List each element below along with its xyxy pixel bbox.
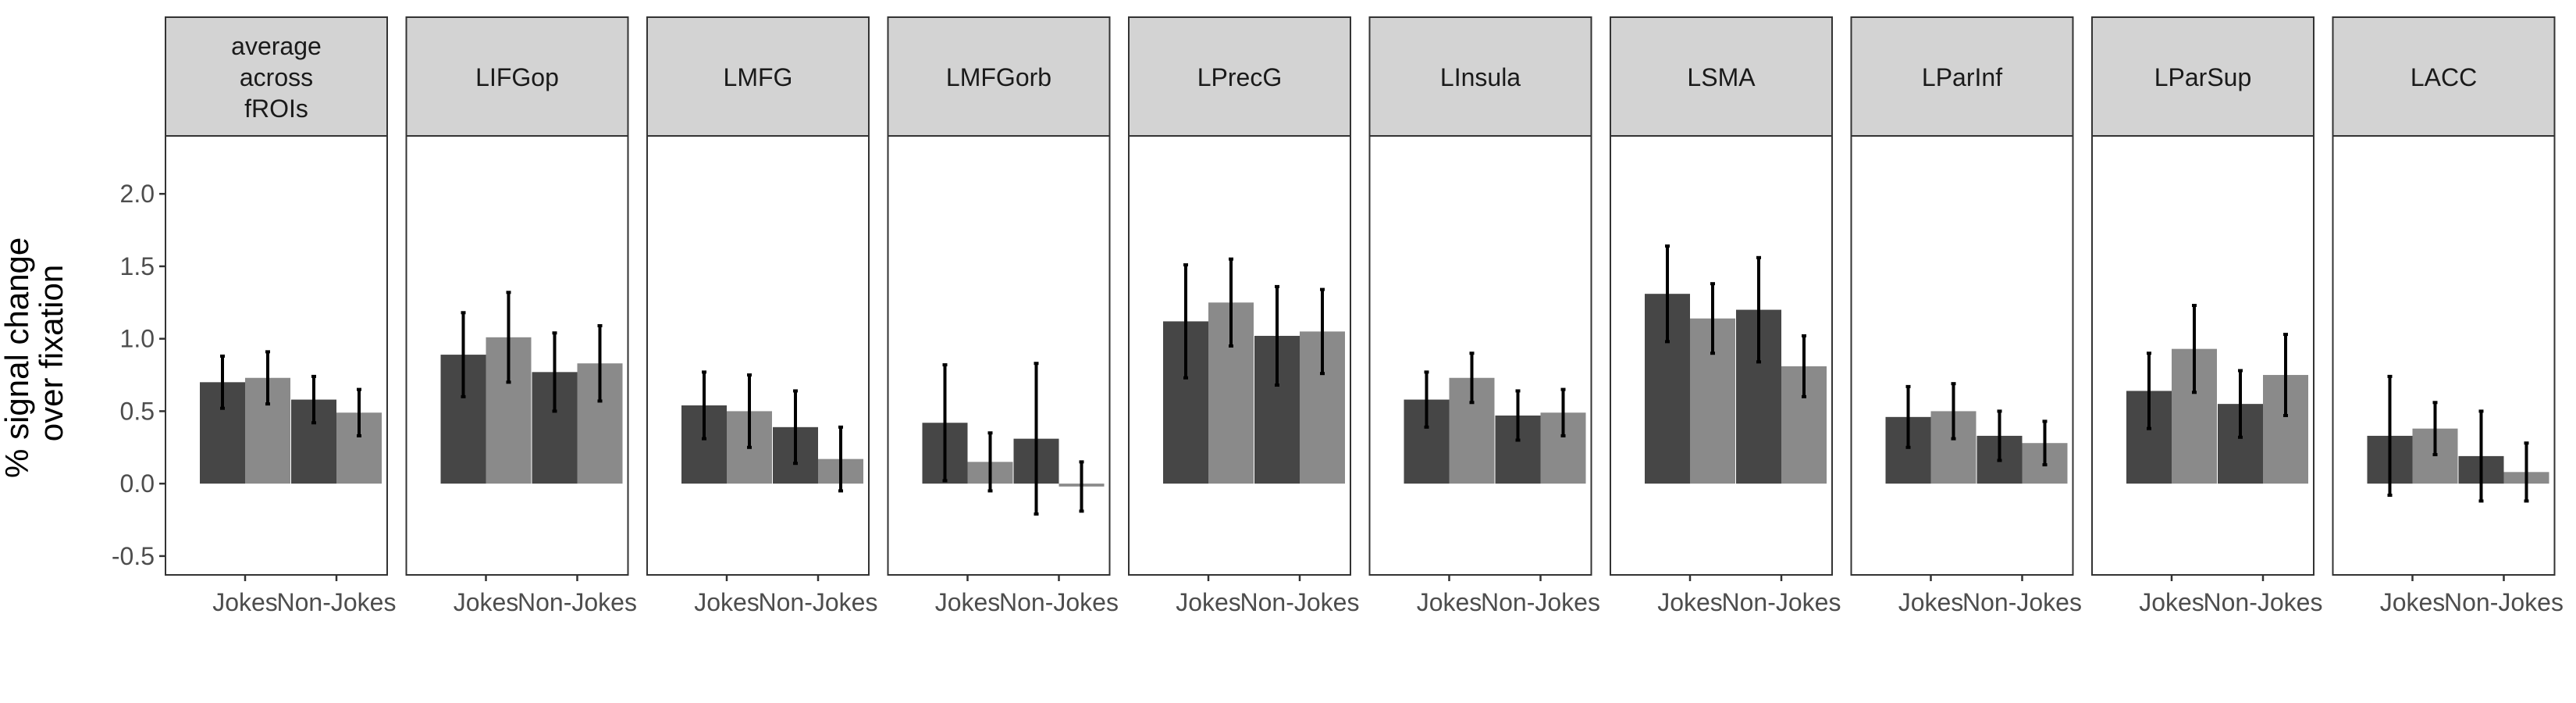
x-tick-label: Non-Jokes: [1240, 588, 1360, 616]
facet-strip-label-line: LSMA: [1687, 63, 1756, 91]
x-tick-label: Jokes: [2139, 588, 2204, 616]
facet-strip-label: LParSup: [2154, 63, 2252, 91]
x-tick-label: Non-Jokes: [1481, 588, 1600, 616]
facet-strip-label: LMFGorb: [946, 63, 1051, 91]
panel-area: [646, 135, 870, 576]
x-tick-label: Non-Jokes: [759, 588, 878, 616]
x-tick-label: Non-Jokes: [999, 588, 1119, 616]
y-tick-label: 2.0: [120, 180, 155, 208]
x-tick-label: Jokes: [694, 588, 760, 616]
x-tick-label: Non-Jokes: [518, 588, 637, 616]
x-tick-label: Jokes: [935, 588, 1001, 616]
y-axis-label: % signal change over fixation: [0, 228, 69, 478]
facet-strip-label: LParInf: [1922, 63, 2002, 91]
facet-strip: [2332, 16, 2556, 137]
facet-panels: average across fROIsJokesNon-JokesLIFGopJo…: [165, 16, 2564, 616]
facet-strip: [1610, 16, 1833, 137]
facet-strip: [1850, 16, 2074, 137]
panel-area: [2332, 135, 2556, 576]
x-tick-label: Jokes: [454, 588, 519, 616]
facet-strip-label-line: average: [231, 32, 322, 60]
x-tick-label: Non-Jokes: [2204, 588, 2323, 616]
facet-strip-label-line: across: [240, 63, 313, 91]
y-tick-label: 0.5: [120, 397, 155, 425]
facet-strip-label: average across fROIs: [231, 32, 322, 123]
y-axis-label-line-1: % signal change: [0, 237, 35, 478]
facet-strip: [887, 16, 1111, 137]
y-axis: -0.5 0.0 0.5 1.0 1.5 2.0: [112, 180, 165, 570]
x-tick-label: Jokes: [2380, 588, 2446, 616]
facet-strip-label-line: fROIs: [244, 95, 308, 123]
x-tick-label: Jokes: [1417, 588, 1482, 616]
x-tick-label: Jokes: [1657, 588, 1723, 616]
x-tick-label: Non-Jokes: [1962, 588, 2082, 616]
facet-strip-label-line: LMFGorb: [946, 63, 1051, 91]
y-axis-label-line-2: over fixation: [33, 265, 69, 441]
facet-strip-label-line: LParInf: [1922, 63, 2002, 91]
facet-strip-label-line: LPrecG: [1197, 63, 1282, 91]
x-tick-label: Non-Jokes: [1722, 588, 1841, 616]
facet-strip-label: LACC: [2411, 63, 2477, 91]
facet-strip-label-line: LInsula: [1440, 63, 1521, 91]
panel-area: [1368, 135, 1592, 576]
facet-strip-label: LSMA: [1687, 63, 1756, 91]
facet-strip-label: LInsula: [1440, 63, 1521, 91]
facet-strip-label-line: LMFG: [724, 63, 793, 91]
facet-strip-label-line: LIFGop: [475, 63, 559, 91]
x-tick-label: Jokes: [1898, 588, 1964, 616]
facet-strip: [646, 16, 870, 137]
panel-area: [1850, 135, 2074, 576]
facet-strip-label: LPrecG: [1197, 63, 1282, 91]
x-tick-label: Non-Jokes: [277, 588, 397, 616]
y-tick-label: 0.0: [120, 469, 155, 498]
facet-strip: [1368, 16, 1592, 137]
x-tick-label: Jokes: [1176, 588, 1241, 616]
y-tick-label: 1.0: [120, 325, 155, 353]
panel-area: [887, 135, 1111, 576]
y-tick-label: -0.5: [112, 542, 155, 570]
facet-strip-label-line: LParSup: [2154, 63, 2252, 91]
facet-strip-label: LIFGop: [475, 63, 559, 91]
panel-area: [165, 135, 388, 576]
x-tick-label: Non-Jokes: [2444, 588, 2564, 616]
y-tick-label: 1.5: [120, 252, 155, 280]
facet-strip: [2091, 16, 2314, 137]
facet-strip: [405, 16, 629, 137]
x-tick-label: Jokes: [212, 588, 278, 616]
facet-strip-label: LMFG: [724, 63, 793, 91]
facet-strip-label-line: LACC: [2411, 63, 2477, 91]
facet-strip: [1128, 16, 1351, 137]
